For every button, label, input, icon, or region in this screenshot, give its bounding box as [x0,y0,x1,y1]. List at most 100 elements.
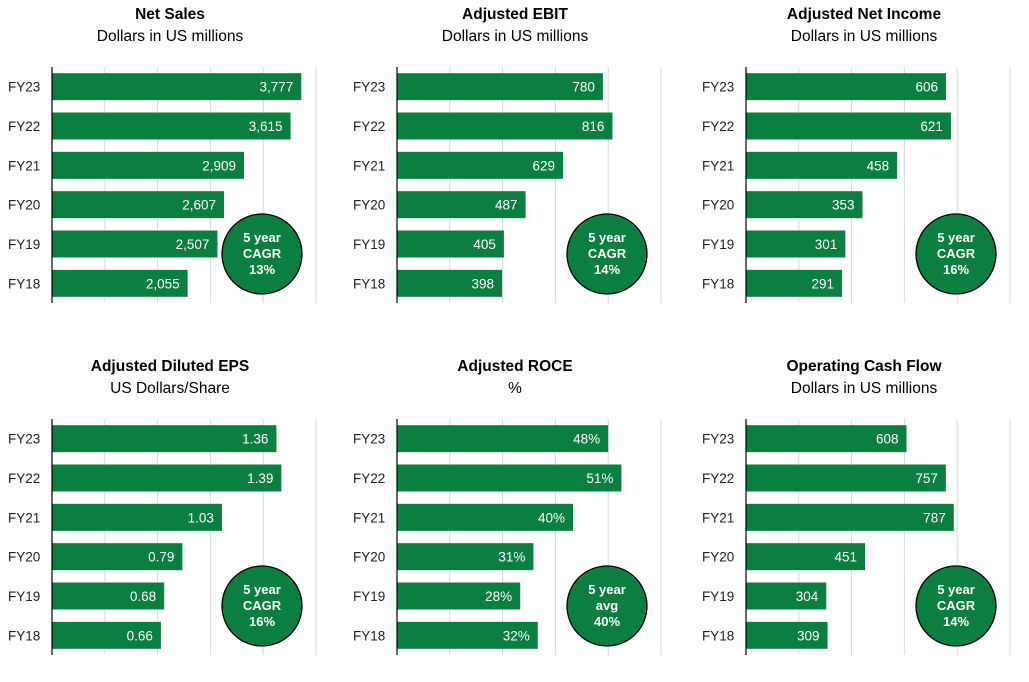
chart-title: Operating Cash Flow [786,358,942,375]
category-label: FY21 [353,510,385,525]
data-label: 28% [485,589,512,604]
data-label: 1.03 [188,510,214,525]
bar-fy19 [52,582,165,610]
data-label: 757 [915,471,938,486]
category-label: FY20 [8,198,40,213]
bar-fy23 [52,425,277,453]
data-label: 2,909 [202,158,236,173]
bar-fy18 [397,621,538,649]
bar-fy23 [746,425,907,453]
bar-fy20 [52,543,183,571]
panel-adjusted-net-income: Adjusted Net Income Dollars in US millio… [694,0,1029,330]
bar-fy22 [746,112,951,140]
data-label: 405 [473,237,496,252]
data-label: 2,055 [146,276,180,291]
badge-text: 40% [594,614,620,629]
bar-fy21 [52,503,222,531]
badge-text: 5 year [243,582,281,597]
badge-text: CAGR [937,246,976,261]
badge-text: 5 year [588,230,626,245]
category-label: FY18 [353,628,385,643]
data-label: 1.36 [242,432,268,447]
bar-fy19 [397,582,521,610]
panel-adjusted-ebit: Adjusted EBIT Dollars in US millions FY2… [345,0,685,330]
bar-fy21 [746,151,898,179]
category-label: FY21 [702,510,734,525]
category-label: FY23 [8,80,40,95]
chart-subtitle: Dollars in US millions [441,28,589,45]
category-label: FY22 [353,119,385,134]
chart-subtitle: Dollars in US millions [96,28,244,45]
bar-fy22 [52,112,291,140]
category-label: FY18 [702,628,734,643]
bar-fy18 [52,269,188,297]
panel-adjusted-roce: Adjusted ROCE % FY23 48% FY22 51% FY21 40% FY2… [345,352,685,682]
category-label: FY21 [8,158,40,173]
chart-title: Adjusted Diluted EPS [90,358,250,375]
category-label: FY21 [8,510,40,525]
chart-adjusted-diluted-eps: FY23 1.36 FY22 1.39 FY21 1.03 FY20 0.79 FY19 0.68… [8,419,317,655]
bar-fy22 [52,464,282,492]
data-label: 48% [573,432,600,447]
badge-text: CAGR [243,246,282,261]
data-label: 0.68 [130,589,156,604]
badge-text: 5 year [243,230,281,245]
bar-fy19 [746,230,846,258]
category-label: FY22 [8,471,40,486]
badge-text: CAGR [588,246,627,261]
chart-subtitle: % [508,380,522,397]
category-label: FY22 [702,119,734,134]
data-label: 309 [797,628,820,643]
data-label: 787 [923,510,946,525]
category-label: FY19 [8,237,40,252]
bar-fy21 [397,151,564,179]
data-label: 40% [538,510,565,525]
category-label: FY20 [353,550,385,565]
badge-text: 5 year [937,230,975,245]
category-label: FY20 [702,198,734,213]
category-label: FY18 [353,276,385,291]
bar-fy18 [746,621,828,649]
category-label: FY18 [8,628,40,643]
chart-title: Adjusted Net Income [786,6,942,23]
category-label: FY23 [353,432,385,447]
badge-circle [566,213,648,295]
bar-fy20 [397,543,534,571]
bar-fy18 [52,621,161,649]
bar-fy20 [746,543,866,571]
data-label: 816 [582,119,605,134]
badge-circle [915,565,997,647]
category-label: FY23 [702,80,734,95]
bar-fy19 [397,230,504,258]
data-label: 301 [815,237,838,252]
bar-fy20 [52,191,225,219]
data-label: 51% [586,471,613,486]
category-label: FY19 [702,589,734,604]
data-label: 304 [796,589,819,604]
category-label: FY22 [702,471,734,486]
chart-title: Adjusted ROCE [457,358,573,375]
bar-fy23 [397,425,609,453]
category-label: FY23 [8,432,40,447]
badge-circle [915,213,997,295]
bar-fy23 [52,73,302,101]
data-label: 606 [915,80,938,95]
chart-title: Net Sales [135,6,205,23]
chart-adjusted-ebit: FY23 780 FY22 816 FY21 629 FY20 487 FY19 405 FY18 3… [353,67,662,303]
panel-adjusted-diluted-eps: Adjusted Diluted EPS US Dollars/Share FY… [0,352,340,682]
data-label: 1.39 [247,471,273,486]
data-label: 621 [920,119,943,134]
data-label: 608 [876,432,899,447]
chart-operating-cash-flow: FY23 608 FY22 757 FY21 787 FY20 451 FY19 304 FY18 3… [702,419,1011,655]
category-label: FY22 [8,119,40,134]
data-label: 3,777 [259,80,293,95]
data-label: 780 [572,80,595,95]
badge-circle [221,565,303,647]
category-label: FY19 [353,237,385,252]
bar-fy22 [397,464,622,492]
data-label: 487 [495,198,518,213]
badge-text: CAGR [243,598,282,613]
bar-fy21 [397,503,573,531]
chart-adjusted-roce: FY23 48% FY22 51% FY21 40% FY20 31% FY19 28% FY18 3… [353,419,662,655]
